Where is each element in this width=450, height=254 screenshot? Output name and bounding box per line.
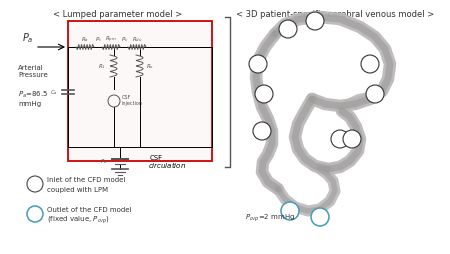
Text: $P_v$: $P_v$ bbox=[121, 35, 129, 44]
Text: < Lumped parameter model >: < Lumped parameter model > bbox=[54, 10, 183, 19]
Text: $P_a$: $P_a$ bbox=[22, 31, 34, 45]
Text: $R_{du}$: $R_{du}$ bbox=[132, 35, 142, 44]
Text: Outlet of the CFD model: Outlet of the CFD model bbox=[47, 206, 131, 212]
Circle shape bbox=[255, 86, 273, 104]
Text: Arterial
Pressure: Arterial Pressure bbox=[18, 65, 48, 78]
Circle shape bbox=[253, 122, 271, 140]
Text: $C_a$: $C_a$ bbox=[50, 88, 58, 97]
Text: injection: injection bbox=[122, 101, 143, 106]
Text: $R_a$: $R_a$ bbox=[81, 35, 89, 44]
Circle shape bbox=[27, 176, 43, 192]
Text: $P_b$: $P_b$ bbox=[100, 157, 108, 166]
Circle shape bbox=[311, 208, 329, 226]
Text: CSF: CSF bbox=[122, 95, 131, 100]
Circle shape bbox=[366, 86, 384, 104]
Text: < 3D patient-specific cerebral venous model >: < 3D patient-specific cerebral venous mo… bbox=[236, 10, 434, 19]
Text: $R_{pm}$: $R_{pm}$ bbox=[105, 35, 117, 45]
Bar bbox=[68, 22, 212, 161]
Text: $P_c$: $P_c$ bbox=[95, 35, 103, 44]
Circle shape bbox=[361, 56, 379, 74]
Text: $R_1$: $R_1$ bbox=[98, 62, 106, 71]
Text: (fixed value, $P_{cvp}$): (fixed value, $P_{cvp}$) bbox=[47, 213, 110, 225]
Text: CSF: CSF bbox=[150, 154, 163, 160]
Circle shape bbox=[331, 131, 349, 148]
Text: $R_o$: $R_o$ bbox=[146, 62, 154, 71]
Text: $P_a$=86.5
mmHg: $P_a$=86.5 mmHg bbox=[18, 90, 48, 107]
Circle shape bbox=[343, 131, 361, 148]
Text: $\it{circulation}$: $\it{circulation}$ bbox=[148, 159, 186, 169]
Text: coupled with LPM: coupled with LPM bbox=[47, 186, 108, 192]
Circle shape bbox=[279, 21, 297, 39]
Circle shape bbox=[306, 13, 324, 31]
Text: Inlet of the CFD model: Inlet of the CFD model bbox=[47, 176, 126, 182]
Circle shape bbox=[27, 206, 43, 222]
Circle shape bbox=[281, 202, 299, 220]
Text: $P_{cvp}$=2 mmHg: $P_{cvp}$=2 mmHg bbox=[245, 211, 295, 223]
Circle shape bbox=[249, 56, 267, 74]
